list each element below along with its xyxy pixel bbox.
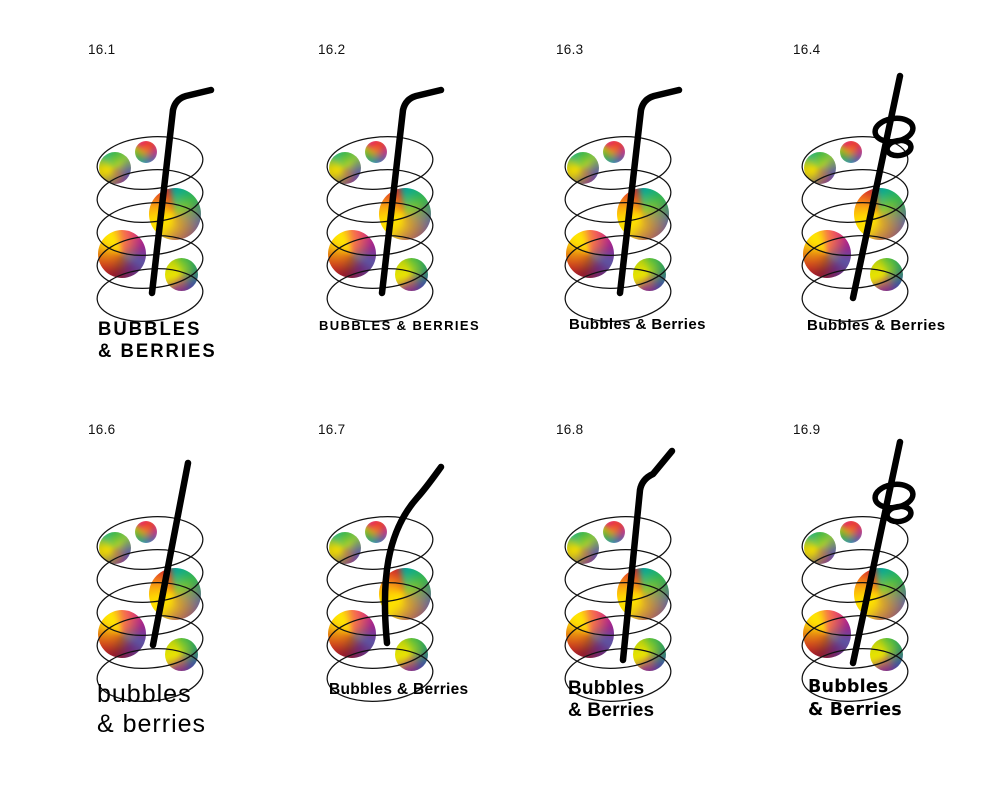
coil-and-straw-drawing — [96, 459, 204, 702]
logo-wordmark: Bubbles & Berries — [569, 316, 706, 333]
logo-line: Bubbles — [808, 677, 889, 697]
spiral-coil-ring — [326, 549, 434, 603]
logo-variant-cell: 16.1 BUBBLES & BERRIES — [60, 20, 292, 402]
spiral-coil-ring — [564, 648, 672, 702]
variant-number-label: 16.7 — [318, 422, 346, 437]
spiral-coil-ring — [801, 582, 909, 636]
spiral-coil-ring — [564, 268, 672, 322]
spiral-coil-ring — [326, 648, 434, 702]
variant-number-label: 16.4 — [793, 42, 821, 57]
spiral-coil-ring — [564, 169, 672, 223]
spiral-coil-ring — [96, 268, 204, 322]
coil-and-straw-drawing — [96, 86, 215, 322]
straw-straight — [149, 459, 192, 649]
straw-bent — [148, 86, 215, 297]
spiral-coil-ring — [96, 202, 204, 256]
logo-wordmark: Bubbles & Berries — [329, 681, 468, 699]
spiral-coil-ring — [564, 202, 672, 256]
spiral-coil-ring — [801, 516, 909, 570]
spiral-coil-ring — [801, 549, 909, 603]
spiral-coil-ring — [96, 582, 204, 636]
spiral-coil-ring — [326, 268, 434, 322]
spiral-coil-ring — [326, 582, 434, 636]
spiral-coil-ring — [801, 169, 909, 223]
drink-illustration — [290, 400, 522, 782]
variant-number-label: 16.2 — [318, 42, 346, 57]
logo-wordmark: bubbles & berries — [97, 679, 206, 739]
spiral-coil-ring — [564, 549, 672, 603]
logo-wordmark: BUBBLES & BERRIES — [98, 317, 217, 361]
logo-wordmark: Bubbles & Berries — [568, 678, 654, 722]
spiral-coil-ring — [96, 136, 204, 190]
spiral-coil-ring — [326, 516, 434, 570]
logo-wordmark: Bubbles & Berries — [808, 676, 902, 722]
drink-illustration — [60, 20, 292, 402]
logo-variant-cell: 16.3 Bubbles & Berries — [528, 20, 760, 402]
logo-variant-cell: 16.9 Bubbles & Berries — [765, 400, 997, 782]
coil-and-straw-drawing — [801, 72, 916, 322]
logo-variant-cell: 16.6 bubbles & berries — [60, 400, 292, 782]
variant-number-label: 16.6 — [88, 422, 116, 437]
spiral-coil-ring — [564, 615, 672, 669]
curly-straw-loop — [884, 137, 914, 159]
spiral-coil-ring — [96, 549, 204, 603]
drink-illustration — [60, 400, 292, 782]
drink-illustration — [528, 400, 760, 782]
spiral-coil-ring — [564, 582, 672, 636]
logo-line: BUBBLES & BERRIES — [319, 318, 481, 333]
drink-illustration — [528, 20, 760, 402]
spiral-coil-ring — [326, 202, 434, 256]
coil-and-straw-drawing — [564, 447, 676, 702]
spiral-coil-ring — [326, 615, 434, 669]
logo-line: Bubbles & Berries — [569, 316, 706, 333]
straw-curved — [381, 463, 445, 647]
coil-and-straw-drawing — [801, 438, 916, 702]
variant-number-label: 16.3 — [556, 42, 584, 57]
logo-line: BUBBLES — [98, 317, 202, 340]
spiral-coil-ring — [801, 615, 909, 669]
drink-illustration — [765, 20, 997, 402]
straw-bent — [616, 86, 683, 297]
spiral-coil-ring — [96, 648, 204, 702]
variant-number-label: 16.9 — [793, 422, 821, 437]
drink-illustration — [765, 400, 997, 782]
logo-variant-cell: 16.7 Bubbles & Berries — [290, 400, 522, 782]
coil-and-straw-drawing — [564, 86, 683, 322]
logo-line: & BERRIES — [98, 339, 217, 362]
logo-line: bubbles — [97, 680, 192, 708]
spiral-coil-ring — [326, 169, 434, 223]
spiral-coil-ring — [801, 268, 909, 322]
logo-variant-cell: 16.8 Bubbles & Berries — [528, 400, 760, 782]
logo-wordmark: Bubbles & Berries — [807, 317, 946, 334]
logo-line: & Berries — [808, 700, 902, 720]
coil-and-straw-drawing — [326, 463, 445, 702]
spiral-coil-ring — [801, 136, 909, 190]
logo-line: Bubbles & Berries — [807, 317, 946, 334]
logo-variant-cell: 16.4 Bubbles & Berries — [765, 20, 997, 402]
logo-line: & Berries — [568, 700, 655, 721]
straw-bent — [378, 86, 445, 297]
spiral-coil-ring — [564, 136, 672, 190]
spiral-coil-ring — [96, 516, 204, 570]
spiral-coil-ring — [96, 615, 204, 669]
straw-bent-high — [619, 447, 676, 664]
spiral-coil-ring — [326, 136, 434, 190]
spiral-coil-ring — [801, 202, 909, 256]
variant-number-label: 16.1 — [88, 42, 116, 57]
curly-straw-loop — [884, 503, 914, 525]
logo-line: Bubbles & Berries — [329, 681, 469, 698]
logo-wordmark: BUBBLES & BERRIES — [319, 318, 480, 333]
straw-curly — [849, 72, 904, 302]
coil-and-straw-drawing — [326, 86, 445, 322]
straw-curly-high — [849, 438, 904, 667]
spiral-coil-ring — [564, 516, 672, 570]
variant-number-label: 16.8 — [556, 422, 584, 437]
logo-variant-cell: 16.2 BUBBLES & BERRIES — [290, 20, 522, 402]
drink-illustration — [290, 20, 522, 402]
logo-line: Bubbles — [568, 678, 645, 699]
spiral-coil-ring — [96, 169, 204, 223]
logo-line: & berries — [97, 710, 207, 738]
